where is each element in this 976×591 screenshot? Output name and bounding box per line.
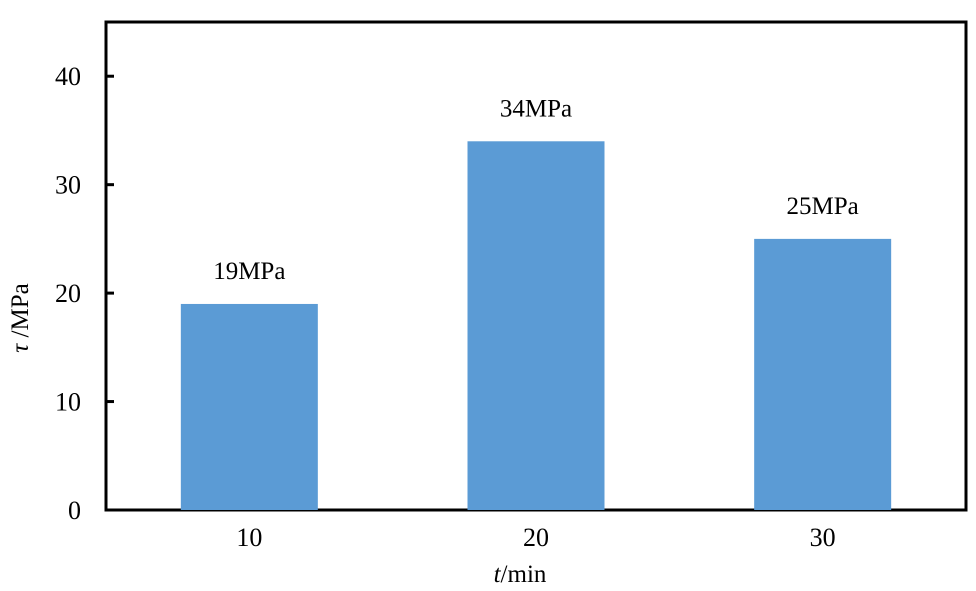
y-axis-variable: τ — [7, 343, 34, 353]
y-tick-label: 20 — [55, 279, 81, 308]
y-tick-label: 10 — [55, 388, 81, 417]
data-label: 25MPa — [787, 193, 859, 220]
x-axis-unit: /min — [501, 561, 547, 588]
x-tick-label: 10 — [236, 523, 262, 552]
data-labels: 19MPa 34MPa 25MPa — [213, 95, 859, 285]
y-tick-label: 40 — [55, 62, 81, 91]
x-tick-label: 30 — [810, 523, 836, 552]
x-tick-label: 20 — [523, 523, 549, 552]
x-axis: 10 20 30 — [236, 523, 835, 552]
bar — [754, 238, 892, 510]
bar — [467, 141, 605, 511]
y-axis: 0 10 20 30 40 — [55, 62, 114, 525]
y-axis-unit: /MPa — [7, 283, 34, 343]
y-axis-title: τ /MPa — [7, 283, 34, 352]
x-axis-variable: t — [494, 561, 502, 588]
y-tick-label: 30 — [55, 171, 81, 200]
data-label: 19MPa — [213, 258, 285, 285]
bars — [180, 141, 892, 511]
y-tick-label: 0 — [68, 496, 81, 525]
bar — [180, 303, 318, 510]
x-axis-title: t/min — [494, 561, 547, 588]
data-label: 34MPa — [500, 95, 572, 122]
